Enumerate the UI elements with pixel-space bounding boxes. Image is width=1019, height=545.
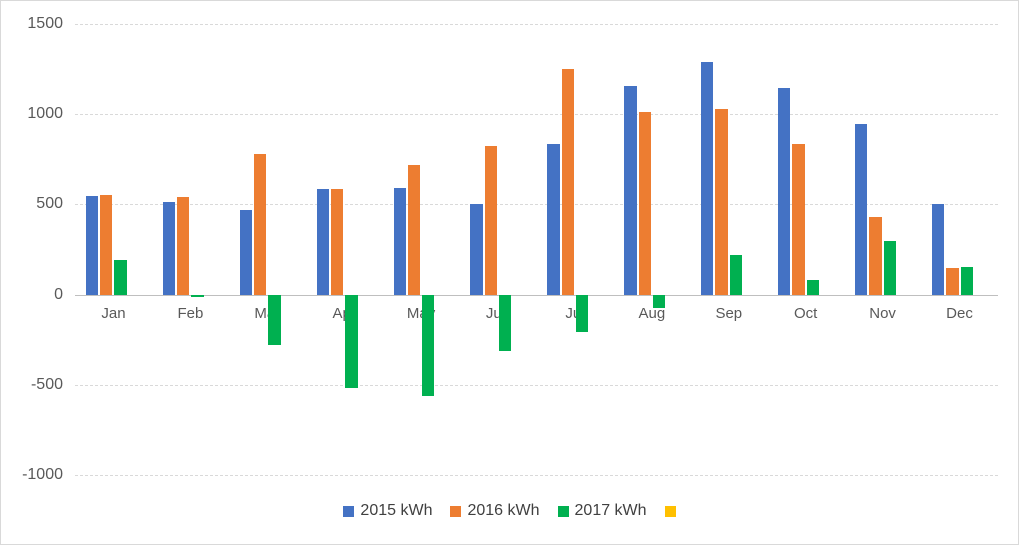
bar-2017-kwh-sep[interactable] <box>729 254 743 295</box>
bar-2015-kwh-dec[interactable] <box>931 204 945 295</box>
bar-2016-kwh-dec[interactable] <box>946 268 959 295</box>
legend-item-unnamed[interactable] <box>664 505 676 517</box>
legend-label-2015-kwh: 2015 kWh <box>360 502 433 519</box>
legend-label-2016-kwh: 2016 kWh <box>467 502 540 519</box>
x-axis-line <box>75 294 998 296</box>
x-axis-tick-label-feb: Feb <box>177 304 204 322</box>
bar-2015-kwh-oct[interactable] <box>778 88 791 295</box>
x-axis-tick-label-dec: Dec <box>946 304 973 322</box>
bar-2015-kwh-jun[interactable] <box>470 203 483 295</box>
gridline-1000 <box>75 114 998 116</box>
y-axis-tick-label-500: 500 <box>36 195 63 213</box>
bar-2016-kwh-apr[interactable] <box>330 189 344 295</box>
y-axis-tick-label-0: 0 <box>54 285 63 303</box>
bar-2015-kwh-nov[interactable] <box>855 124 868 295</box>
bar-2015-kwh-feb[interactable] <box>162 201 176 295</box>
gridline--1000 <box>75 475 998 476</box>
legend-item-2015-kwh[interactable]: 2015 kWh <box>343 502 432 520</box>
bar-2017-kwh-oct[interactable] <box>806 280 820 295</box>
x-axis-tick-label-nov: Nov <box>869 304 896 322</box>
legend-swatch-2016-kwh <box>450 505 462 517</box>
bar-2015-kwh-jan[interactable] <box>85 196 99 295</box>
bar-2015-kwh-mar[interactable] <box>239 209 252 295</box>
y-axis-tick-label--1000: -1000 <box>22 466 63 483</box>
gridline--500 <box>75 384 998 386</box>
legend-item-2016-kwh[interactable]: 2016 kWh <box>450 502 540 520</box>
bar-2015-kwh-sep[interactable] <box>701 61 714 295</box>
bar-2017-kwh-apr[interactable] <box>345 294 358 389</box>
bar-2016-kwh-feb[interactable] <box>177 197 190 295</box>
bar-2017-kwh-nov[interactable] <box>883 241 896 295</box>
legend-swatch-2015-kwh <box>343 505 355 517</box>
y-axis-tick-label--500: -500 <box>30 375 63 393</box>
x-axis-tick-label-may: May <box>406 304 436 322</box>
legend-swatch-2017-kwh <box>557 505 569 517</box>
x-axis-tick-label-sep: Sep <box>715 304 743 322</box>
x-axis-tick-label-apr: Apr <box>332 304 356 322</box>
bar-2017-kwh-dec[interactable] <box>960 266 973 295</box>
legend: 2015 kWh 2016 kWh 2017 kWh <box>1 502 1018 520</box>
y-axis-tick-label-1500: 1500 <box>27 15 63 32</box>
bar-2015-kwh-may[interactable] <box>393 188 406 295</box>
bar-2016-kwh-oct[interactable] <box>792 144 805 295</box>
legend-label-2017-kwh: 2017 kWh <box>574 502 647 519</box>
bar-2016-kwh-jul[interactable] <box>561 69 574 295</box>
gridline-1500 <box>75 24 998 25</box>
x-axis-tick-label-aug: Aug <box>638 304 666 322</box>
bar-2015-kwh-jul[interactable] <box>547 144 560 295</box>
bar-2015-kwh-aug[interactable] <box>624 86 637 295</box>
bar-2016-kwh-mar[interactable] <box>253 153 267 295</box>
bar-2016-kwh-jan[interactable] <box>100 194 113 295</box>
x-axis-tick-label-jan: Jan <box>101 304 126 322</box>
bar-2017-kwh-jul[interactable] <box>575 294 589 333</box>
bar-2016-kwh-nov[interactable] <box>869 217 882 295</box>
bar-2016-kwh-aug[interactable] <box>638 112 651 295</box>
gridline-500 <box>75 204 998 206</box>
bar-2016-kwh-may[interactable] <box>407 164 421 295</box>
bar-2015-kwh-apr[interactable] <box>316 189 329 295</box>
bar-2016-kwh-jun[interactable] <box>484 145 498 295</box>
x-axis-tick-label-jun: Jun <box>485 304 511 322</box>
bar-2017-kwh-jun[interactable] <box>499 294 512 352</box>
bar-2017-kwh-feb[interactable] <box>191 294 204 298</box>
x-axis-tick-label-oct: Oct <box>794 304 818 322</box>
bar-2016-kwh-sep[interactable] <box>715 108 728 295</box>
bar-2017-kwh-aug[interactable] <box>652 294 666 309</box>
legend-item-2017-kwh[interactable]: 2017 kWh <box>557 502 647 520</box>
y-axis-tick-label-1000: 1000 <box>27 105 63 123</box>
bar-2017-kwh-mar[interactable] <box>268 294 281 346</box>
legend-swatch-unnamed <box>664 505 676 517</box>
bar-2017-kwh-may[interactable] <box>422 294 435 397</box>
bar-2017-kwh-jan[interactable] <box>114 260 127 295</box>
